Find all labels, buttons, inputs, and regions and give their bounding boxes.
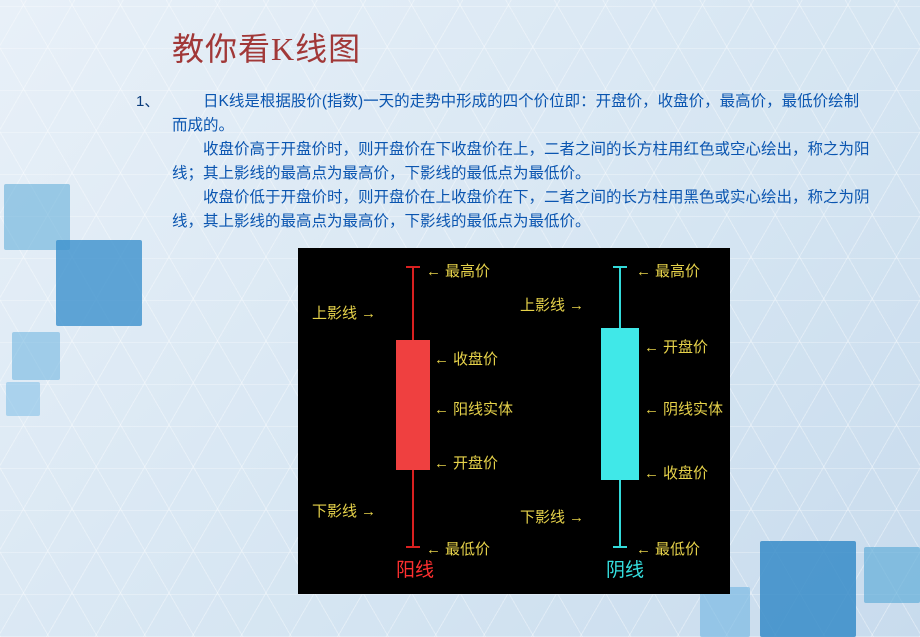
- yang-entity-label: 阳线实体: [434, 398, 513, 419]
- yang-open-label: 开盘价: [434, 452, 498, 473]
- yang-upper-shadow-label: 上影线: [312, 302, 376, 323]
- yin-bottom-cap: [613, 546, 627, 548]
- yang-high-label: 最高价: [426, 260, 490, 281]
- yin-lower-shadow-label: 下影线: [520, 506, 584, 527]
- paragraph-3: 收盘价低于开盘价时，则开盘价在上收盘价在下，二者之间的长方柱用黑色或实心绘出，称…: [172, 186, 872, 234]
- yin-high-label: 最高价: [636, 260, 700, 281]
- yang-close-label: 收盘价: [434, 348, 498, 369]
- paragraph-2: 收盘价高于开盘价时，则开盘价在下收盘价在上，二者之间的长方柱用红色或空心绘出，称…: [172, 138, 872, 186]
- yin-open-label: 开盘价: [644, 336, 708, 357]
- yin-body: [601, 328, 639, 480]
- yin-upper-wick: [619, 266, 621, 328]
- yang-lower-shadow-label: 下影线: [312, 500, 376, 521]
- yang-body: [396, 340, 430, 470]
- yang-bottom-cap: [406, 546, 420, 548]
- paragraph-1: 日K线是根据股价(指数)一天的走势中形成的四个价位即：开盘价，收盘价，最高价，最…: [172, 90, 872, 138]
- yang-upper-wick: [412, 266, 414, 340]
- yang-lower-wick: [412, 470, 414, 548]
- yin-entity-label: 阴线实体: [644, 398, 723, 419]
- yin-close-label: 收盘价: [644, 462, 708, 483]
- yin-title: 阴线: [606, 555, 644, 582]
- yin-upper-shadow-label: 上影线: [520, 294, 584, 315]
- body-text: 日K线是根据股价(指数)一天的走势中形成的四个价位即：开盘价，收盘价，最高价，最…: [172, 90, 872, 234]
- yang-low-label: 最低价: [426, 538, 490, 559]
- slide-content: 教你看K线图 1、 日K线是根据股价(指数)一天的走势中形成的四个价位即：开盘价…: [0, 0, 920, 614]
- slide-title: 教你看K线图: [172, 24, 872, 70]
- list-number: 1、: [136, 90, 159, 111]
- yin-lower-wick: [619, 480, 621, 548]
- k-line-diagram: 最高价 上影线 收盘价 阳线实体 开盘价 下影线 最低价 阳线 最高价 上影线 …: [298, 248, 730, 594]
- yang-title: 阳线: [396, 555, 434, 582]
- yin-low-label: 最低价: [636, 538, 700, 559]
